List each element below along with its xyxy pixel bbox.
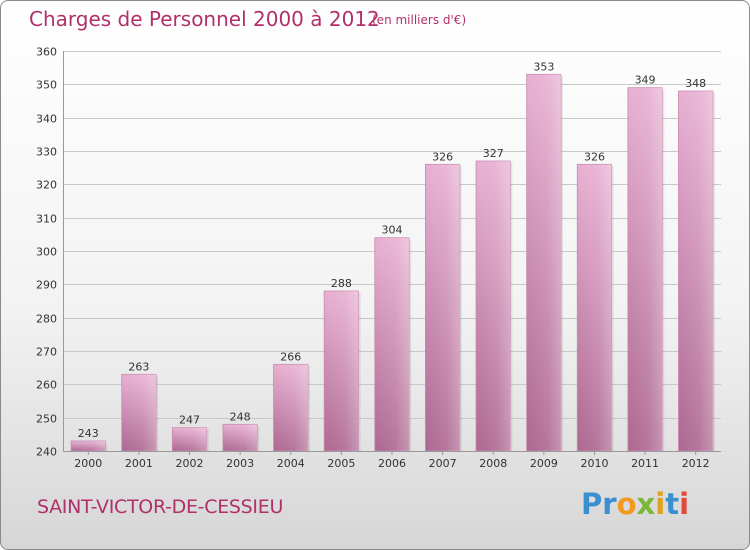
data-label: 266 bbox=[280, 350, 301, 363]
chart-subtitle: (en milliers d'€) bbox=[372, 13, 467, 27]
bar-highlight bbox=[71, 441, 106, 451]
bar-highlight bbox=[121, 374, 157, 451]
bar-highlight bbox=[273, 364, 308, 451]
y-tick-label: 350 bbox=[36, 79, 57, 92]
bar-highlight bbox=[627, 87, 663, 452]
bar-highlight bbox=[172, 427, 207, 451]
bar-highlight bbox=[374, 237, 410, 451]
x-tick-label: 2010 bbox=[580, 457, 608, 470]
data-label: 349 bbox=[635, 74, 656, 87]
y-tick-label: 340 bbox=[36, 113, 57, 126]
data-label: 348 bbox=[685, 77, 706, 90]
bar-highlight bbox=[526, 74, 562, 451]
x-tick-label: 2006 bbox=[378, 457, 406, 470]
commune-name: SAINT-VICTOR-DE-CESSIEU bbox=[37, 496, 284, 518]
bar-highlight bbox=[425, 164, 460, 452]
x-tick-label: 2002 bbox=[176, 457, 204, 470]
x-tick-label: 2005 bbox=[327, 457, 355, 470]
bar-highlight bbox=[476, 161, 511, 451]
chart-title: Charges de Personnel 2000 à 2012 bbox=[29, 7, 380, 31]
proxiti-logo: Proxiti bbox=[581, 487, 689, 521]
axis-layer: 240 250 260 270 280 290 300 310 320 330 340 350 360 2… bbox=[36, 46, 721, 470]
x-tick-label: 2004 bbox=[277, 457, 305, 470]
x-tick-label: 2003 bbox=[226, 457, 254, 470]
y-tick-label: 250 bbox=[36, 413, 57, 426]
data-label: 288 bbox=[331, 277, 352, 290]
x-tick-label: 2001 bbox=[125, 457, 153, 470]
x-tick-label: 2000 bbox=[74, 457, 102, 470]
logo-letter: t bbox=[665, 487, 680, 521]
y-tick-label: 360 bbox=[36, 46, 57, 59]
data-label: 304 bbox=[382, 224, 403, 237]
x-tick-label: 2012 bbox=[682, 457, 710, 470]
data-label: 326 bbox=[432, 150, 453, 163]
y-tick-label: 290 bbox=[36, 279, 57, 292]
bar-highlight bbox=[577, 164, 612, 452]
logo-letter: i bbox=[655, 487, 666, 521]
y-tick-label: 330 bbox=[36, 146, 57, 159]
logo-letter: i bbox=[679, 487, 690, 521]
y-tick-label: 240 bbox=[36, 446, 57, 459]
y-tick-label: 300 bbox=[36, 246, 57, 259]
data-label: 326 bbox=[584, 150, 605, 163]
y-tick-label: 260 bbox=[36, 379, 57, 392]
y-tick-label: 280 bbox=[36, 313, 57, 326]
data-label: 248 bbox=[230, 410, 251, 423]
y-tick-label: 270 bbox=[36, 346, 57, 359]
x-tick-label: 2008 bbox=[479, 457, 507, 470]
data-label: 353 bbox=[533, 60, 554, 73]
bar-highlight bbox=[222, 424, 258, 451]
data-label: 263 bbox=[128, 360, 149, 373]
data-label: 247 bbox=[179, 414, 200, 427]
bar-highlight bbox=[678, 91, 713, 451]
data-label: 327 bbox=[483, 147, 504, 160]
logo-letter: x bbox=[636, 487, 656, 521]
x-tick-label: 2007 bbox=[429, 457, 457, 470]
data-label: 243 bbox=[78, 427, 99, 440]
bar-highlight bbox=[324, 291, 359, 451]
logo-letter: P bbox=[581, 487, 603, 521]
x-tick-label: 2009 bbox=[530, 457, 558, 470]
y-tick-label: 320 bbox=[36, 179, 57, 192]
y-tick-label: 310 bbox=[36, 213, 57, 226]
logo-letter: r bbox=[602, 487, 617, 521]
logo-letter: o bbox=[616, 487, 637, 521]
x-tick-label: 2011 bbox=[631, 457, 659, 470]
bars-layer bbox=[70, 73, 715, 452]
